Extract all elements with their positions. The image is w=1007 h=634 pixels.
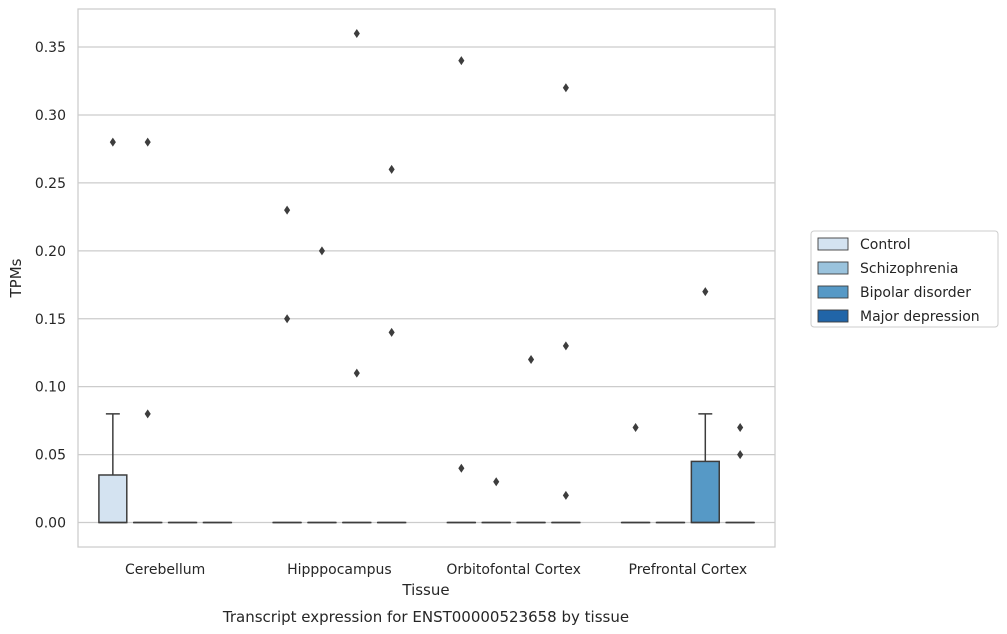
outlier-point	[353, 28, 360, 38]
boxes	[98, 28, 755, 524]
outlier-point	[458, 463, 465, 473]
y-tick-label: 0.20	[35, 244, 66, 260]
outlier-point	[353, 368, 360, 378]
y-tick-label: 0.10	[35, 380, 66, 396]
x-tick-label: Orbitofontal Cortex	[446, 562, 581, 578]
box-3-3	[725, 422, 755, 524]
legend-swatch	[817, 285, 849, 299]
box-1-1	[307, 246, 337, 524]
gridlines	[78, 46, 775, 524]
box-1-2	[481, 477, 511, 524]
legend-label: Bipolar disorder	[860, 285, 971, 301]
box-0-2	[446, 56, 477, 524]
outlier-point	[458, 56, 465, 66]
x-tick-label: Hipppocampus	[287, 562, 392, 578]
x-axis-label: Tissue	[401, 581, 449, 599]
box-2-3	[690, 287, 720, 524]
outlier-point	[527, 355, 535, 365]
outlier-point	[284, 205, 291, 215]
box-2-1	[342, 28, 372, 524]
legend-swatch	[817, 309, 849, 323]
box-3-1	[376, 164, 407, 524]
x-tick-label: Cerebellum	[125, 562, 205, 578]
box-1-0	[133, 137, 163, 524]
outlier-point	[144, 137, 151, 147]
box-0-3	[620, 422, 651, 524]
legend: Control Schizophrenia Bipolar disorder Majo…	[810, 230, 999, 328]
box-body	[98, 474, 128, 524]
outlier-point	[388, 164, 395, 174]
y-tick-label: 0.30	[35, 108, 66, 124]
outlier-point	[562, 490, 569, 500]
outlier-point	[702, 287, 709, 297]
legend-swatch	[817, 237, 849, 251]
outlier-point	[109, 137, 116, 147]
outlier-point	[144, 409, 151, 419]
x-tick-label: Prefrontal Cortex	[629, 562, 748, 578]
outlier-point	[318, 246, 326, 256]
legend-swatch	[817, 261, 849, 275]
legend-label: Major depression	[860, 309, 980, 325]
y-axis-ticks: 0.00 0.05 0.10 0.15 0.20 0.25 0.30 0.35	[35, 40, 66, 532]
outlier-point	[562, 341, 569, 351]
y-tick-label: 0.00	[35, 516, 66, 532]
box-3-2	[551, 83, 581, 524]
outlier-point	[562, 83, 569, 93]
box-body	[690, 460, 720, 524]
y-tick-label: 0.35	[35, 40, 66, 56]
plot-area	[77, 8, 776, 548]
outlier-point	[737, 450, 744, 460]
y-axis-label: TPMs	[7, 258, 25, 298]
legend-label: Control	[860, 237, 911, 253]
legend-label: Schizophrenia	[860, 261, 958, 277]
outlier-point	[493, 477, 500, 487]
y-tick-label: 0.05	[35, 448, 66, 464]
y-tick-label: 0.15	[35, 312, 66, 328]
outlier-point	[632, 422, 639, 432]
outlier-point	[737, 422, 744, 432]
box-0-1	[272, 205, 302, 524]
y-tick-label: 0.25	[35, 176, 66, 192]
legend-box	[810, 230, 999, 328]
box-0-0	[98, 137, 128, 524]
legend-entries: Control Schizophrenia Bipolar disorder Majo…	[817, 237, 980, 325]
x-axis-ticks: Cerebellum Hipppocampus Orbitofontal Corte…	[125, 562, 747, 578]
chart-title: Transcript expression for ENST0000052365…	[222, 608, 629, 626]
outlier-point	[284, 314, 291, 324]
box-2-2	[516, 355, 546, 524]
outlier-point	[388, 327, 395, 337]
